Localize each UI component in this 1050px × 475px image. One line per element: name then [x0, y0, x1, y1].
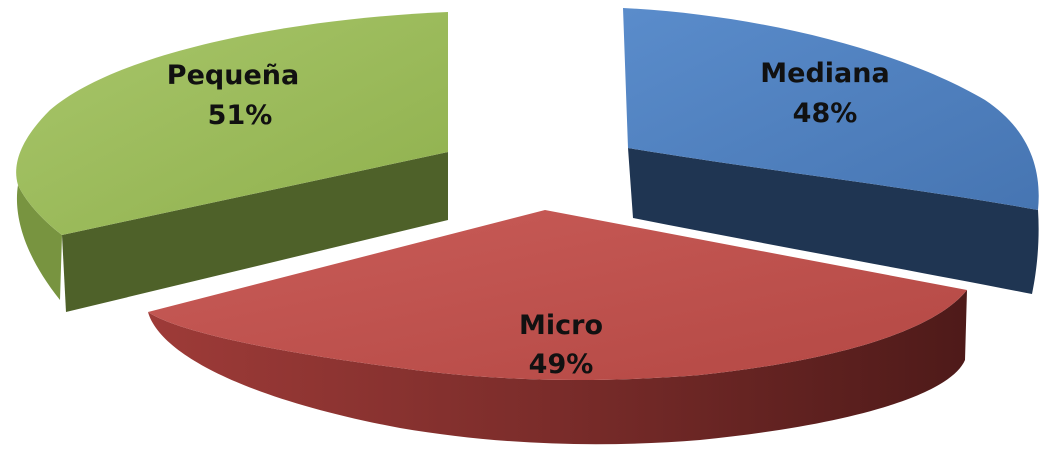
slice-mediana-front: [628, 148, 1039, 294]
slice-micro-label: Micro: [519, 310, 603, 341]
slice-pequena: Pequeña 51%: [16, 12, 449, 312]
slice-mediana-top: [623, 8, 1039, 210]
slice-pequena-top: [16, 12, 449, 235]
slice-pequena-front: [62, 152, 448, 312]
slice-pequena-label: Pequeña: [167, 60, 299, 91]
slice-pequena-side: [16, 185, 63, 300]
slice-micro-value: 49%: [529, 349, 594, 380]
slice-mediana-value: 48%: [793, 98, 858, 129]
slice-micro-top: [148, 210, 967, 381]
slice-mediana: Mediana 48%: [623, 8, 1039, 294]
slice-mediana-label: Mediana: [760, 58, 889, 89]
slice-pequena-value: 51%: [208, 100, 273, 131]
slice-micro-side: [148, 290, 967, 445]
slice-micro: Micro 49%: [148, 210, 967, 445]
